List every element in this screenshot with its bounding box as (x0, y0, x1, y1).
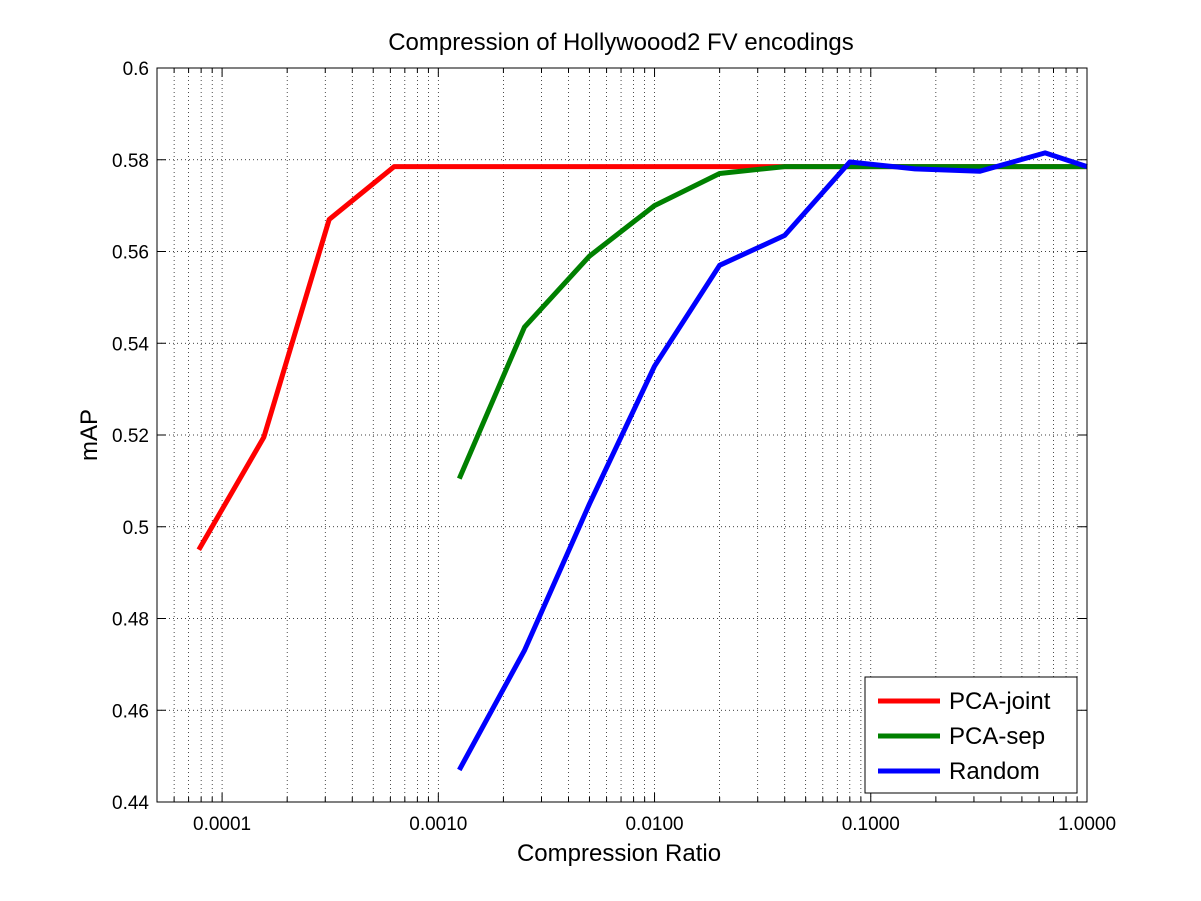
x-tick-label: 0.0100 (625, 814, 683, 835)
x-tick-label: 0.0010 (409, 814, 467, 835)
axis-ticks: 0.0001 0.0010 0.0100 0.1000 1.0000 0.44 0.46 0.… (112, 59, 1116, 835)
y-tick-label: 0.48 (112, 610, 149, 631)
series-lines (196, 150, 1088, 772)
legend: PCA-joint PCA-sep Random (864, 676, 1078, 794)
x-tick-label: 0.0001 (193, 814, 251, 835)
chart-title: Compression of Hollywoood2 FV encodings (388, 29, 854, 56)
y-tick-label: 0.52 (112, 426, 149, 447)
y-tick-label: 0.56 (112, 243, 149, 264)
y-tick-label: 0.54 (112, 334, 149, 355)
y-tick-label: 0.46 (112, 701, 149, 722)
legend-label-pca-sep: PCA-sep (949, 723, 1045, 750)
y-tick-label: 0.5 (123, 518, 149, 539)
plot-area: 0.0001 0.0010 0.0100 0.1000 1.0000 0.44 0.46 0.… (112, 59, 1116, 835)
y-axis-label: mAP (76, 409, 103, 461)
y-tick-label: 0.58 (112, 151, 149, 172)
series-line-random (457, 150, 1088, 772)
y-tick-label: 0.44 (112, 793, 149, 814)
x-tick-label: 0.1000 (842, 814, 900, 835)
x-axis-label: Compression Ratio (517, 840, 721, 867)
y-tick-label: 0.6 (123, 59, 149, 80)
legend-label-pca-joint: PCA-joint (949, 688, 1051, 715)
legend-label-random: Random (949, 758, 1040, 785)
x-tick-label: 1.0000 (1058, 814, 1116, 835)
